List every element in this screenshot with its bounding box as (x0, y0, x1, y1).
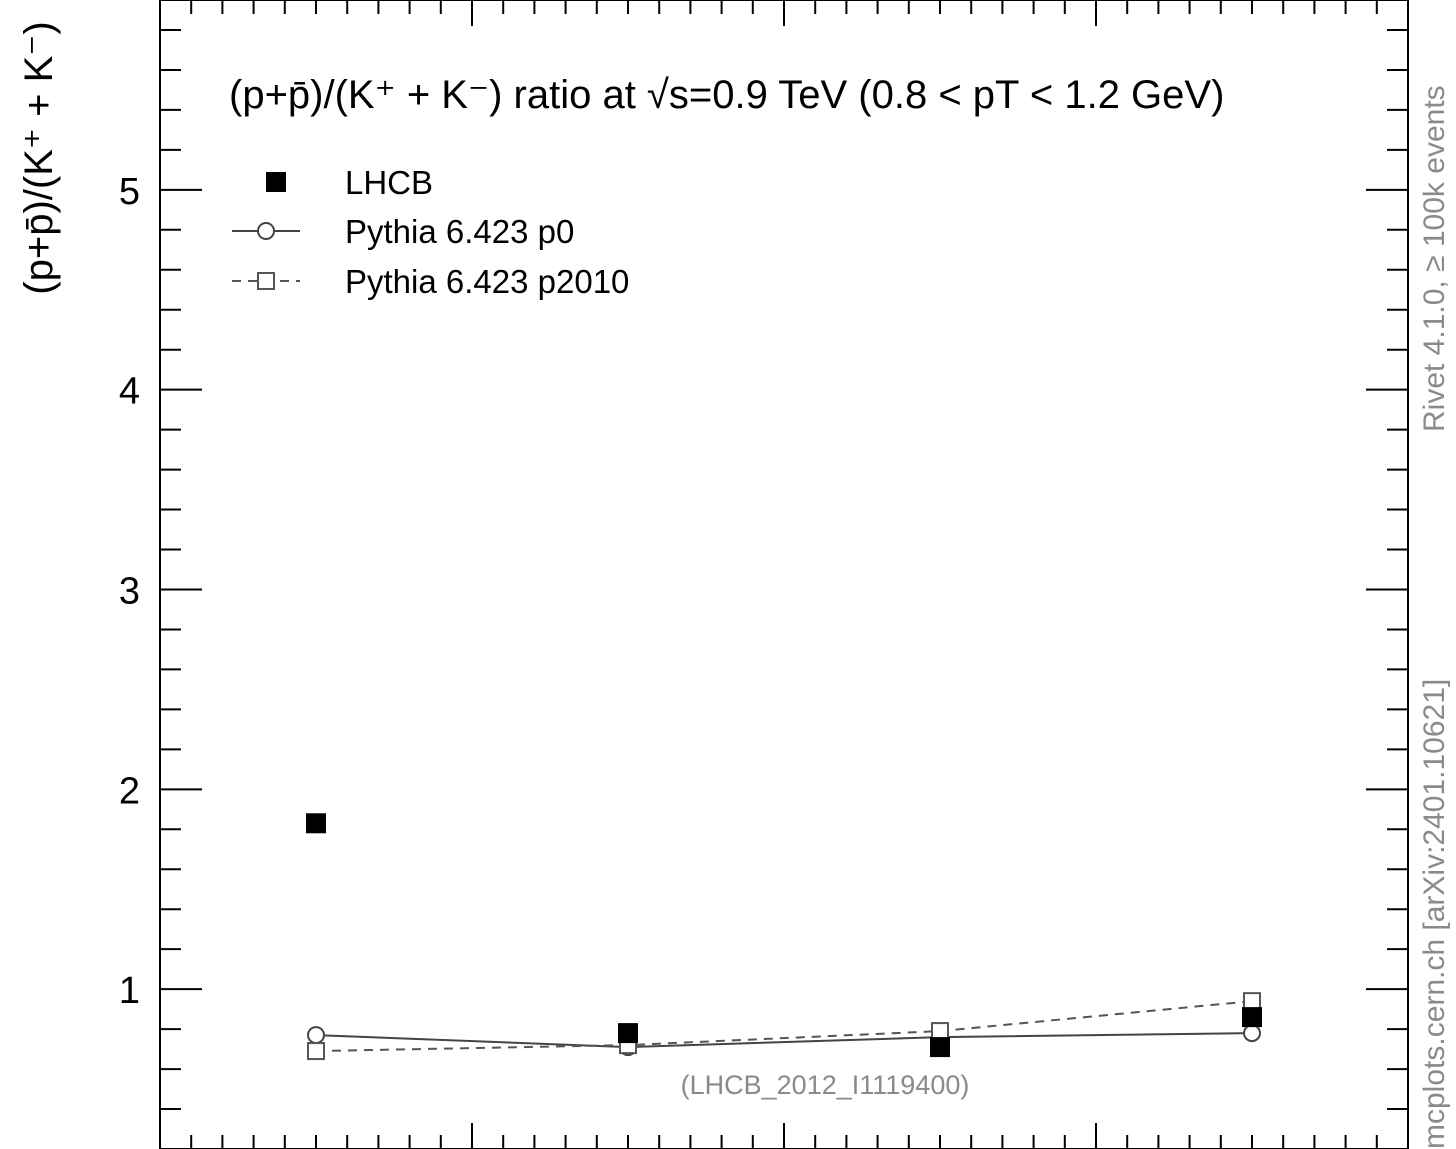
data-point (931, 1022, 949, 1041)
analysis-id-annotation: (LHCB_2012_I1119400) (681, 1070, 970, 1100)
data-point (1242, 1007, 1262, 1028)
series-line-1 (315, 1032, 1253, 1049)
data-point (1243, 1024, 1261, 1043)
legend-marker (257, 222, 275, 240)
y-tick-label: 5 (119, 171, 140, 213)
axis-ticks (159, 0, 1409, 1149)
y-tick-labels: 1 2 3 4 5 (119, 171, 140, 1012)
legend-marker (266, 172, 286, 192)
mcplots-credit-label: mcplots.cern.ch [arXiv:2401.10621] (1418, 678, 1451, 1149)
y-tick-label: 4 (119, 371, 140, 413)
data-point (307, 1042, 325, 1061)
series-lines (315, 1000, 1253, 1053)
data-point (306, 813, 326, 834)
series-line-2 (315, 1000, 1253, 1053)
legend-label: LHCB (345, 164, 433, 201)
y-tick-label: 1 (119, 970, 140, 1012)
plot-frame (159, 0, 1409, 1149)
y-axis-label: (p+p̄)/(K⁺ + K⁻) (17, 21, 61, 294)
legend-marker (257, 272, 275, 290)
data-point (930, 1037, 950, 1058)
rivet-version-label: Rivet 4.1.0, ≥ 100k events (1418, 85, 1451, 432)
y-tick-label: 2 (119, 770, 140, 812)
data-point (307, 1026, 325, 1045)
data-point (618, 1023, 638, 1044)
data-point (1243, 992, 1261, 1011)
legend-label: Pythia 6.423 p2010 (345, 263, 629, 300)
legend: LHCB Pythia 6.423 p0 Pythia 6.423 p2010 (232, 164, 629, 300)
data-markers (306, 813, 1262, 1061)
y-tick-label: 3 (119, 570, 140, 612)
legend-label: Pythia 6.423 p0 (345, 213, 574, 250)
chart-title: (p+p̄)/(K⁺ + K⁻) ratio at √s=0.9 TeV (0.… (229, 73, 1224, 117)
